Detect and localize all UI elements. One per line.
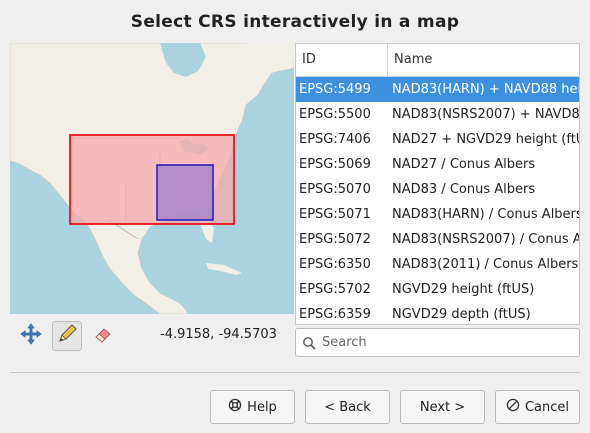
column-header-name[interactable]: Name — [394, 52, 433, 67]
separator — [10, 372, 580, 373]
map-greenland — [246, 43, 294, 65]
crs-name-cell: NAD83 / Conus Albers — [392, 182, 536, 197]
crs-name-cell: NAD83(2011) / Conus Albers — [392, 257, 579, 272]
crs-id-cell: EPSG:5072 — [299, 232, 371, 247]
draw-tool-button[interactable] — [52, 321, 82, 351]
crs-id-cell: EPSG:6359 — [299, 307, 371, 322]
table-row[interactable]: EPSG:5069 NAD27 / Conus Albers — [296, 152, 579, 177]
map-canvas[interactable] — [10, 43, 294, 314]
crs-name-cell: NAD83(HARN) + NAVD88 height — [392, 82, 579, 97]
help-icon — [228, 398, 242, 416]
search-icon — [296, 336, 322, 350]
table-row[interactable]: EPSG:7406 NAD27 + NGVD29 height (ftUS) — [296, 127, 579, 152]
back-button[interactable]: < Back — [305, 390, 390, 424]
help-button-label: Help — [247, 399, 277, 415]
column-header-id[interactable]: ID — [296, 44, 388, 76]
search-box[interactable] — [295, 328, 580, 357]
crs-id-cell: EPSG:7406 — [299, 132, 371, 147]
table-row[interactable]: EPSG:5072 NAD83(NSRS2007) / Conus Albers — [296, 227, 579, 252]
table-row[interactable]: EPSG:5499 NAD83(HARN) + NAVD88 height — [296, 77, 579, 102]
crs-id-cell: EPSG:5071 — [299, 207, 371, 222]
crs-id-cell: EPSG:5499 — [299, 82, 371, 97]
crs-name-cell: NAD27 + NGVD29 height (ftUS) — [392, 132, 579, 147]
map-hudson-bay — [160, 43, 206, 77]
table-row[interactable]: EPSG:5702 NGVD29 height (ftUS) — [296, 277, 579, 302]
map-svg[interactable] — [10, 43, 294, 314]
next-button[interactable]: Next > — [400, 390, 485, 424]
table-row[interactable]: EPSG:6359 NGVD29 depth (ftUS) — [296, 302, 579, 324]
table-row[interactable]: EPSG:5500 NAD83(NSRS2007) + NAVD88 height — [296, 102, 579, 127]
crs-id-cell: EPSG:5069 — [299, 157, 371, 172]
map-gulf-of-mexico — [142, 225, 208, 269]
eraser-tool-button[interactable] — [88, 321, 118, 351]
cancel-button[interactable]: Cancel — [495, 390, 580, 424]
crs-id-cell: EPSG:5702 — [299, 282, 371, 297]
help-button[interactable]: Help — [210, 390, 295, 424]
crs-name-cell: NGVD29 height (ftUS) — [392, 282, 535, 297]
crs-name-cell: NAD27 / Conus Albers — [392, 157, 536, 172]
table-row[interactable]: EPSG:5071 NAD83(HARN) / Conus Albers — [296, 202, 579, 227]
table-header: ID Name — [296, 44, 579, 77]
dialog-title: Select CRS interactively in a map — [130, 12, 460, 32]
crs-name-cell: NAD83(NSRS2007) / Conus Albers — [392, 232, 579, 247]
crs-name-cell: NAD83(NSRS2007) + NAVD88 height — [392, 107, 579, 122]
eraser-icon — [92, 323, 114, 349]
crs-name-cell: NGVD29 depth (ftUS) — [392, 307, 531, 322]
crs-table[interactable]: ID Name EPSG:5499 NAD83(HARN) + NAVD88 he… — [295, 43, 580, 325]
pencil-icon — [56, 323, 78, 349]
pan-icon — [20, 323, 42, 349]
crs-id-cell: EPSG:6350 — [299, 257, 371, 272]
cancel-icon — [506, 398, 520, 416]
crs-name-cell: NAD83(HARN) / Conus Albers — [392, 207, 579, 222]
map-coordinates-readout: -4.9158, -94.5703 — [160, 327, 277, 342]
back-button-label: < Back — [324, 399, 371, 415]
crs-id-cell: EPSG:5500 — [299, 107, 371, 122]
table-row[interactable]: EPSG:6350 NAD83(2011) / Conus Albers — [296, 252, 579, 277]
pan-tool-button[interactable] — [16, 321, 46, 351]
search-input[interactable] — [322, 335, 579, 350]
crs-extent-inner — [156, 164, 214, 221]
next-button-label: Next > — [419, 399, 466, 415]
cancel-button-label: Cancel — [524, 399, 570, 415]
table-row[interactable]: EPSG:5070 NAD83 / Conus Albers — [296, 177, 579, 202]
map-cuba — [206, 263, 242, 275]
crs-id-cell: EPSG:5070 — [299, 182, 371, 197]
